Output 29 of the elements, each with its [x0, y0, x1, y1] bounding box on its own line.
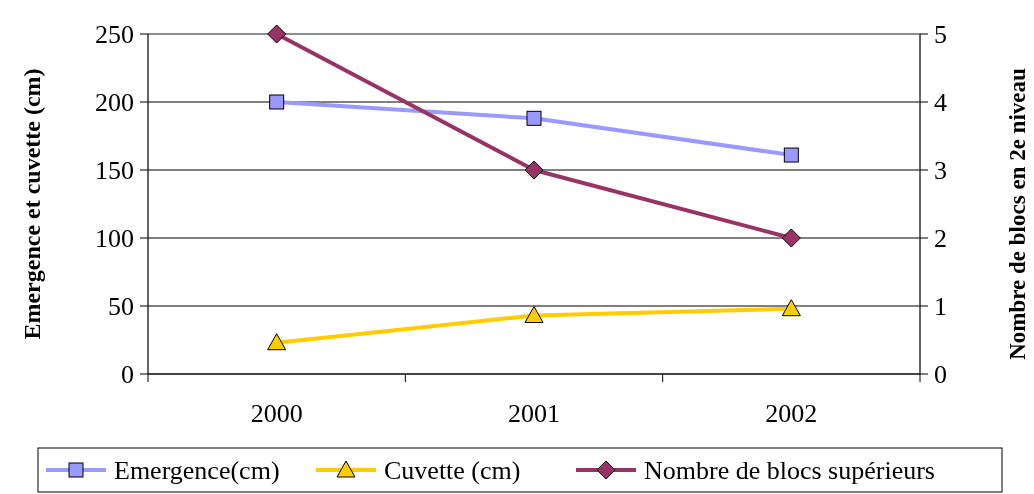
point — [526, 110, 542, 126]
point — [781, 228, 801, 248]
y2-tick-label: 4 — [934, 88, 947, 118]
point — [267, 333, 287, 351]
y-tick-label: 200 — [95, 88, 134, 118]
y-tick-label: 150 — [95, 156, 134, 186]
y-tick-label: 100 — [95, 224, 134, 254]
y2-tick-label: 1 — [934, 292, 947, 322]
y2-tick-label: 5 — [934, 20, 947, 50]
x-tick-label: 2001 — [508, 399, 560, 428]
legend-label: Cuvette (cm) — [384, 456, 521, 486]
y2-axis-title: Nombre de blocs en 2e niveau — [1005, 68, 1030, 360]
y-tick-label: 250 — [95, 20, 134, 50]
point — [269, 94, 285, 110]
point — [524, 160, 544, 180]
point — [267, 24, 287, 44]
y-tick-label: 50 — [108, 292, 134, 322]
y-axis-title: Emergence et cuvette (cm) — [19, 68, 45, 340]
x-tick-label: 2000 — [250, 399, 303, 428]
legend-label: Nombre de blocs supérieurs — [644, 456, 935, 486]
y2-tick-label: 0 — [934, 360, 947, 390]
point — [781, 299, 801, 317]
legend-label: Emergence(cm) — [114, 456, 280, 486]
point — [524, 306, 544, 324]
y-tick-label: 0 — [121, 360, 134, 390]
y2-tick-label: 2 — [934, 224, 947, 254]
x-tick-label: 2002 — [765, 399, 818, 428]
point — [783, 147, 799, 163]
y2-tick-label: 3 — [934, 156, 947, 186]
